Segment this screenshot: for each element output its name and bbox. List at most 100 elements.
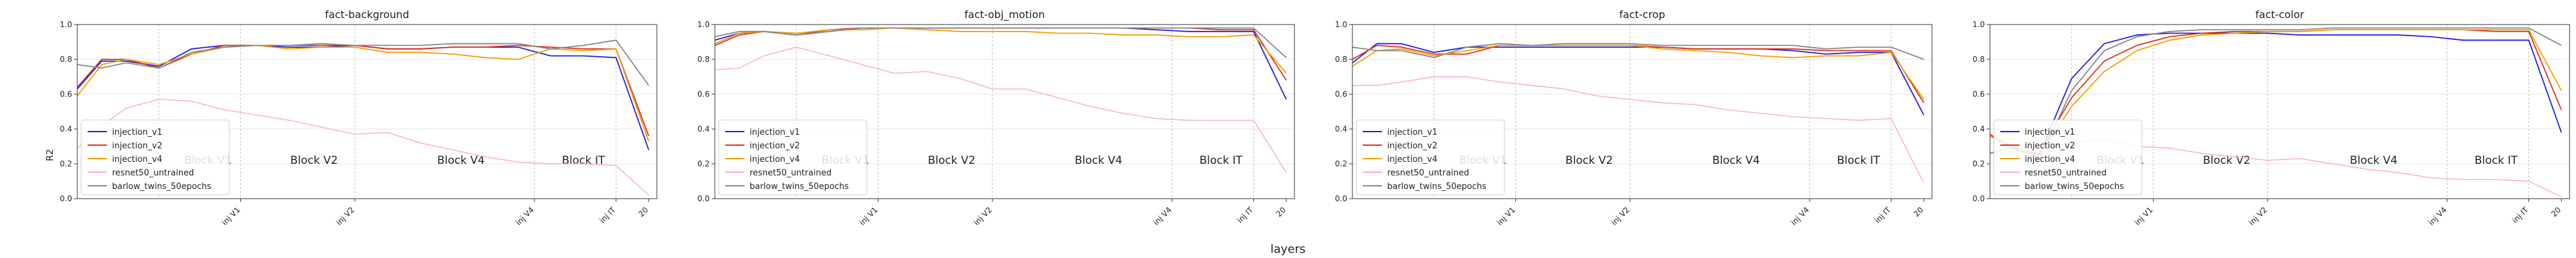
legend-entry: injection_v1: [1387, 128, 1437, 137]
y-tick-label: 0.0: [1973, 194, 1985, 203]
x-tick-label: inj V4: [2427, 205, 2448, 227]
x-tick-label: inj V2: [2247, 205, 2269, 227]
x-tick-label: inj IT: [598, 205, 618, 225]
y-tick-label: 0.8: [1973, 55, 1985, 64]
y-tick-label: 0.4: [60, 124, 72, 134]
legend-entry: barlow_twins_50epochs: [2025, 182, 2124, 192]
y-tick-label: 0.2: [697, 159, 710, 168]
y-tick-label: 0.6: [1973, 90, 1985, 99]
legend-entry: barlow_twins_50epochs: [1387, 182, 1486, 192]
plot-frame: [77, 24, 658, 199]
region-label: Block V4: [1075, 154, 1122, 167]
x-tick-label: 20: [637, 205, 650, 219]
series-line-injection_v1: [1989, 32, 2562, 156]
legend-box: [718, 119, 867, 195]
y-tick-label: 0.0: [697, 194, 710, 203]
series-line-injection_v2: [714, 27, 1287, 81]
x-tick-label: 20: [2550, 205, 2563, 219]
plot-frame: [1989, 24, 2570, 199]
legend-entry: injection_v4: [1387, 155, 1437, 164]
y-tick-label: 0.4: [1973, 124, 1985, 134]
chart-title: fact-background: [325, 8, 410, 21]
region-label: Block IT: [2475, 154, 2518, 167]
region-label: Block V2: [928, 154, 976, 167]
y-tick-label: 0.4: [697, 124, 710, 134]
series-line-barlow_twins_50epochs: [1352, 43, 1924, 60]
y-tick-label: 0.0: [60, 194, 72, 203]
region-label: Block IT: [1837, 154, 1880, 167]
plot-frame: [1352, 24, 1933, 199]
legend-entry: injection_v1: [112, 128, 162, 137]
x-tick-label: inj V4: [1789, 205, 1811, 227]
y-tick-label: 0.4: [1335, 124, 1347, 134]
region-label: Block V4: [2350, 154, 2398, 167]
region-label: Block IT: [562, 154, 605, 167]
y-axis-label: R2: [45, 149, 55, 161]
x-tick-label: inj V1: [2133, 205, 2155, 227]
chart-panels: fact-background 0.0 0.2 0.4 0.6 0.8 1.0 Block V…: [45, 8, 2570, 227]
y-tick-label: 0.6: [697, 90, 710, 99]
x-tick-label: inj V2: [1609, 205, 1631, 227]
region-label: Block V2: [290, 154, 338, 167]
plot-frame: [714, 24, 1295, 199]
y-tick-label: 0.6: [60, 90, 72, 99]
y-tick-label: 1.0: [697, 20, 710, 29]
x-tick-label: inj V4: [1151, 205, 1173, 227]
legend-entry: injection_v2: [1387, 141, 1437, 151]
y-tick-label: 0.2: [60, 159, 72, 168]
series-line-injection_v4: [1989, 29, 2562, 158]
x-tick-label: inj IT: [1873, 205, 1893, 225]
series-line-barlow_twins_50epochs: [1989, 27, 2562, 161]
y-tick-label: 1.0: [1335, 20, 1347, 29]
legend-entry: resnet50_untrained: [1387, 168, 1469, 178]
y-tick-label: 0.0: [1335, 194, 1347, 203]
legend-box: [1356, 119, 1505, 195]
x-tick-label: inj V2: [334, 205, 356, 227]
legend-entry: injection_v4: [112, 155, 162, 164]
legend-entry: injection_v4: [2025, 155, 2075, 164]
legend-entry: injection_v2: [112, 141, 162, 151]
legend: injection_v1 injection_v2 injection_v4resn…: [80, 119, 230, 195]
x-tick-label: inj V1: [220, 205, 242, 227]
x-tick-label: inj V2: [972, 205, 994, 227]
y-tick-label: 1.0: [60, 20, 72, 29]
chart-title: fact-color: [2255, 8, 2304, 21]
x-tick-label: inj V1: [858, 205, 880, 227]
legend-entry: barlow_twins_50epochs: [750, 182, 849, 192]
chart-title: fact-crop: [1619, 8, 1665, 21]
x-tick-label: inj IT: [2510, 205, 2530, 225]
region-label: Block IT: [1200, 154, 1243, 167]
y-tick-label: 0.8: [697, 55, 710, 64]
y-tick-label: 1.0: [1973, 20, 1985, 29]
y-tick-label: 0.6: [1335, 90, 1347, 99]
x-tick-label: inj IT: [1235, 205, 1255, 225]
region-label: Block V4: [1712, 154, 1760, 167]
chart-panel-2: fact-obj_motion 0.0 0.2 0.4 0.6 0.8 1.0 Block V…: [697, 8, 1295, 227]
series-line-injection_v1: [1352, 43, 1925, 115]
x-tick-label: 20: [1912, 205, 1926, 219]
series-line-resnet50_untrained: [77, 99, 649, 196]
x-tick-label: 20: [1274, 205, 1288, 219]
x-tick-label: inj V4: [514, 205, 536, 227]
series-line-injection_v4: [1352, 45, 1925, 100]
region-label: Block V4: [437, 154, 485, 167]
series-line-injection_v4: [714, 27, 1287, 74]
series-line-barlow_twins_50epochs: [714, 27, 1287, 58]
y-tick-label: 0.8: [60, 55, 72, 64]
figure-xlabel: layers: [1271, 243, 1306, 256]
x-tick-label: inj V1: [1495, 205, 1517, 227]
legend: injection_v1 injection_v2 injection_v4resn…: [1993, 119, 2143, 195]
y-tick-label: 0.2: [1973, 159, 1985, 168]
legend-entry: resnet50_untrained: [112, 168, 194, 178]
region-label: Block V2: [1566, 154, 1613, 167]
y-tick-label: 0.8: [1335, 55, 1347, 64]
legend-box: [80, 119, 230, 195]
legend-entry: injection_v2: [2025, 141, 2075, 151]
legend: injection_v1 injection_v2 injection_v4resn…: [1356, 119, 1505, 195]
series-line-resnet50_untrained: [714, 46, 1287, 173]
legend-entry: injection_v2: [750, 141, 800, 151]
legend-entry: injection_v4: [750, 155, 800, 164]
